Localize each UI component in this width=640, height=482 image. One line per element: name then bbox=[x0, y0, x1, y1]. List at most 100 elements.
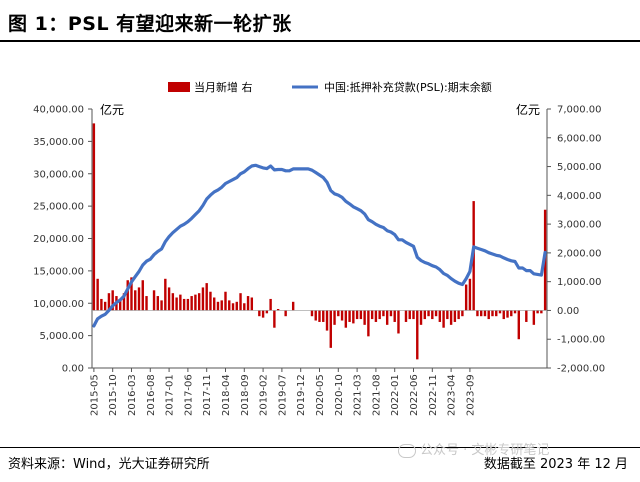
bar bbox=[389, 310, 393, 317]
bar bbox=[224, 291, 227, 311]
x-axis-tick-label: 2015-05 bbox=[89, 374, 100, 416]
bar bbox=[434, 310, 438, 317]
bar bbox=[197, 293, 201, 311]
bar bbox=[250, 297, 254, 311]
bar bbox=[265, 310, 269, 314]
bar bbox=[464, 284, 468, 311]
bar bbox=[491, 310, 494, 317]
bar bbox=[340, 310, 344, 321]
bar bbox=[205, 283, 208, 311]
x-axis: 2015-05 2015-10 2016-03 2016-08 2017-01 2017-… bbox=[89, 367, 547, 416]
bar bbox=[427, 310, 430, 317]
bar bbox=[243, 303, 246, 311]
x-axis-tick-label: 2017-11 bbox=[202, 374, 213, 416]
bar bbox=[329, 310, 332, 348]
bar bbox=[96, 278, 99, 311]
watermark: 公众号 · 文彬专研笔记 bbox=[398, 439, 549, 458]
bar bbox=[182, 298, 186, 311]
bar bbox=[532, 310, 536, 325]
bar bbox=[498, 310, 502, 314]
bar bbox=[111, 290, 114, 311]
bar bbox=[449, 310, 453, 325]
x-axis-tick-label: 2017-01 bbox=[165, 374, 176, 416]
bar bbox=[220, 300, 223, 311]
left-axis-unit: 亿元 bbox=[100, 102, 124, 117]
bar bbox=[239, 293, 242, 311]
x-axis-tick-label: 2022-01 bbox=[390, 374, 401, 416]
bar bbox=[92, 123, 96, 311]
bar bbox=[152, 290, 156, 311]
bar bbox=[438, 310, 442, 322]
bar bbox=[118, 300, 122, 311]
bar bbox=[457, 310, 460, 320]
bar bbox=[145, 296, 148, 311]
x-axis-tick-label: 2022-06 bbox=[409, 374, 420, 416]
bar bbox=[397, 310, 400, 334]
bar bbox=[160, 300, 163, 311]
right-axis-tick-label: 6,000.00 bbox=[557, 133, 602, 144]
bar bbox=[126, 280, 129, 311]
left-axis-tick-label: 0.00 bbox=[62, 364, 84, 375]
figure-title: 图 1：PSL 有望迎来新一轮扩张 bbox=[8, 13, 292, 35]
bar bbox=[502, 310, 505, 320]
bar bbox=[175, 297, 178, 311]
right-axis-tick-label: -1,000.00 bbox=[557, 335, 605, 346]
bar bbox=[374, 310, 378, 322]
right-axis-tick-label: 2,000.00 bbox=[557, 248, 602, 259]
bar bbox=[276, 309, 280, 311]
as-of-note: 数据截至 2023 年 12 月 bbox=[483, 457, 628, 472]
line-series bbox=[92, 163, 547, 328]
bar bbox=[130, 277, 133, 311]
bar bbox=[378, 310, 381, 320]
x-axis-tick-label: 2015-10 bbox=[108, 374, 119, 416]
bar bbox=[179, 294, 182, 311]
bar bbox=[100, 298, 103, 311]
bar bbox=[525, 310, 528, 322]
bar bbox=[325, 310, 329, 331]
bar bbox=[322, 310, 325, 322]
bar bbox=[404, 310, 408, 322]
bar bbox=[134, 290, 137, 311]
left-axis-tick-label: 20,000.00 bbox=[33, 234, 84, 245]
bar bbox=[156, 296, 160, 311]
bar bbox=[517, 310, 521, 340]
watermark-text: 公众号 · 文彬专研笔记 bbox=[420, 443, 550, 458]
bar bbox=[487, 310, 490, 320]
bar bbox=[213, 297, 216, 311]
x-axis-tick-label: 2016-08 bbox=[146, 374, 157, 416]
right-axis-tick-label: 1,000.00 bbox=[557, 277, 602, 288]
bar bbox=[314, 310, 317, 321]
bar bbox=[363, 310, 366, 325]
bar bbox=[431, 310, 434, 320]
legend-bar-label: 当月新增 右 bbox=[194, 80, 253, 94]
x-axis-tick-label: 2019-07 bbox=[277, 374, 288, 416]
bar bbox=[137, 287, 141, 311]
bar bbox=[359, 310, 363, 320]
bar bbox=[190, 296, 193, 311]
bar bbox=[231, 303, 235, 311]
bar bbox=[171, 293, 175, 311]
left-axis-tick-label: 30,000.00 bbox=[33, 169, 84, 180]
bar bbox=[258, 310, 261, 317]
bar bbox=[103, 301, 107, 311]
bar bbox=[423, 310, 426, 320]
bar bbox=[495, 310, 498, 317]
bar bbox=[513, 310, 517, 314]
bar bbox=[246, 296, 250, 311]
bar bbox=[446, 310, 449, 320]
x-axis-tick-label: 2022-11 bbox=[428, 374, 439, 416]
bar bbox=[186, 298, 190, 311]
bar bbox=[419, 310, 423, 325]
bar bbox=[273, 310, 276, 328]
bar bbox=[291, 301, 295, 311]
x-axis-tick-label: 2018-09 bbox=[240, 374, 251, 416]
bar bbox=[194, 294, 197, 311]
source-note: 资料来源：Wind，光大证券研究所 bbox=[8, 457, 210, 472]
x-axis-tick-label: 2019-12 bbox=[296, 374, 307, 416]
bar bbox=[355, 310, 359, 320]
left-axis-tick-label: 40,000.00 bbox=[33, 105, 84, 116]
bar bbox=[453, 310, 457, 322]
x-axis-tick-label: 2020-10 bbox=[334, 374, 345, 416]
bar bbox=[461, 310, 464, 317]
left-axis: 0.00 5,000.00 10,000.00 15,000.00 20,000.00 2… bbox=[33, 105, 93, 375]
